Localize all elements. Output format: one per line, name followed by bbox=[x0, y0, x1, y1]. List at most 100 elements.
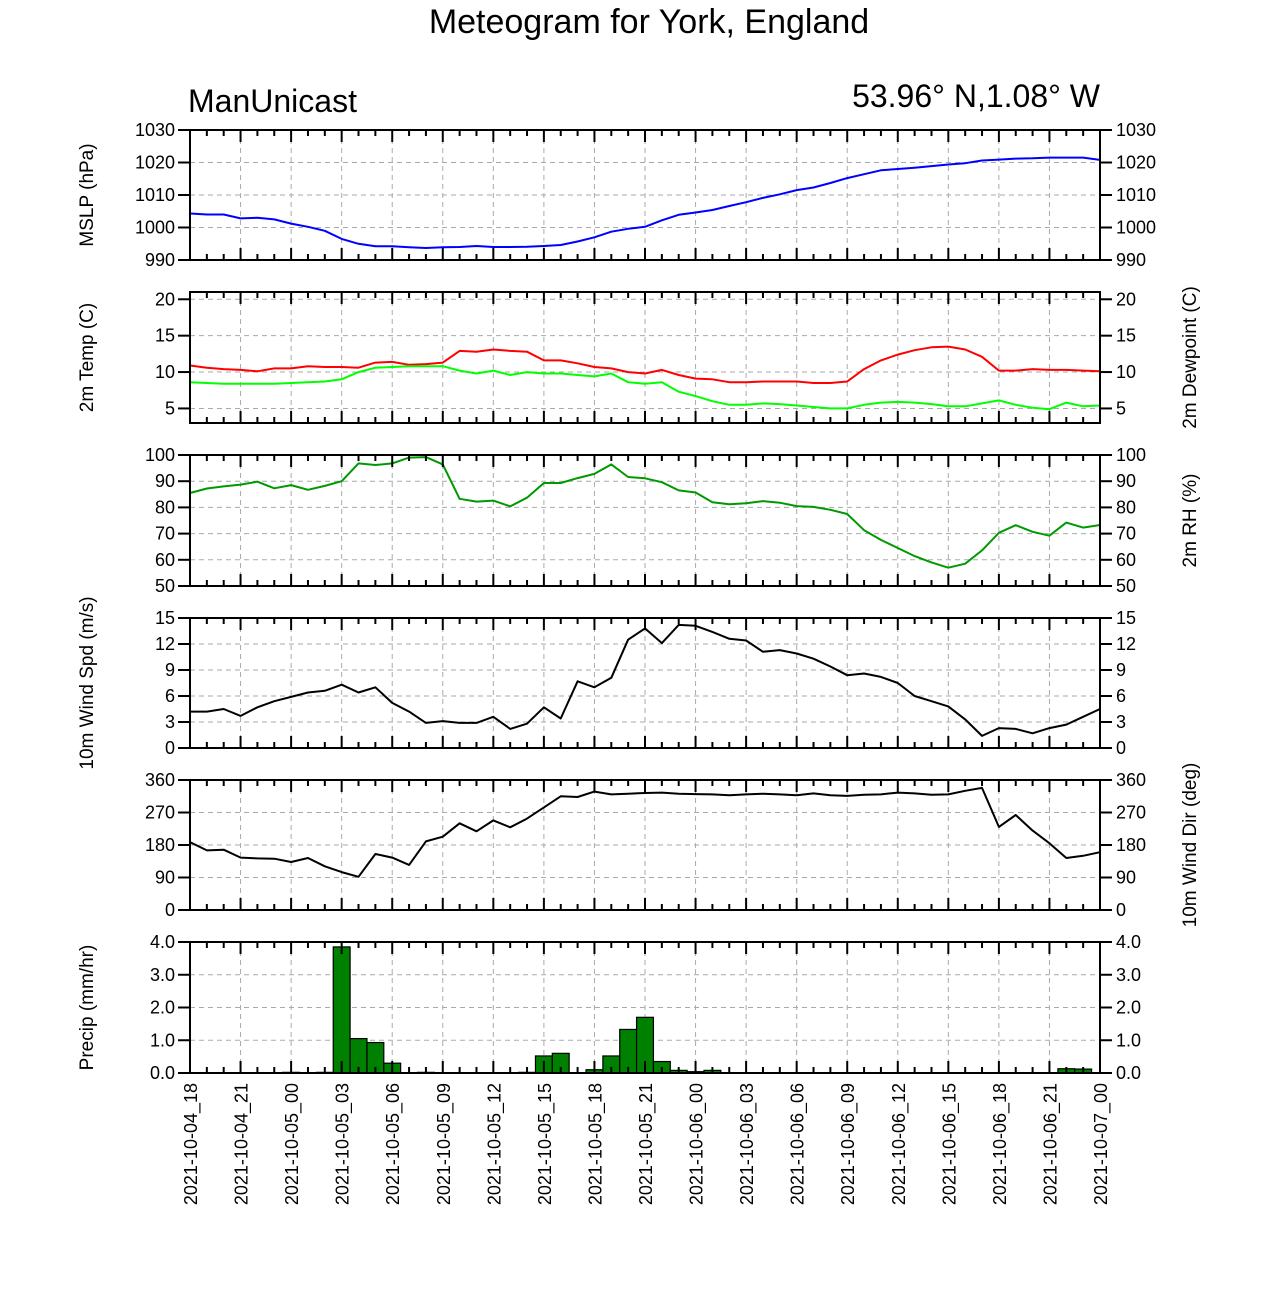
x-tick-label: 2021-10-06_12 bbox=[889, 1083, 910, 1205]
y-tick-label: 10 bbox=[155, 362, 175, 382]
y-axis-label-left: Precip (mm/hr) bbox=[77, 945, 98, 1071]
wdir-series-line-0 bbox=[189, 786, 1101, 878]
y-tick-label: 1010 bbox=[1116, 185, 1156, 205]
y-tick-label: 180 bbox=[145, 835, 175, 855]
y-tick-label: 15 bbox=[155, 326, 175, 346]
x-tick-label: 2021-10-06_00 bbox=[687, 1083, 708, 1205]
y-tick-label: 180 bbox=[1116, 835, 1146, 855]
y-tick-label: 4.0 bbox=[1116, 932, 1141, 952]
panel-mslp: 990 990 1000 1000 1010 1010 1020 1020 1030 1030 MS… bbox=[77, 120, 1156, 270]
rh-series-line-0 bbox=[189, 456, 1101, 569]
y-tick-label: 6 bbox=[1116, 686, 1126, 706]
y-tick-label: 0.0 bbox=[150, 1063, 175, 1083]
x-tick-label: 2021-10-05_03 bbox=[333, 1083, 354, 1205]
y-tick-label: 12 bbox=[155, 634, 175, 654]
x-tick-label: 2021-10-06_21 bbox=[1040, 1083, 1061, 1205]
y-tick-label: 360 bbox=[145, 770, 175, 790]
y-tick-label: 70 bbox=[1116, 524, 1136, 544]
x-tick-label: 2021-10-05_06 bbox=[383, 1083, 404, 1205]
y-tick-label: 2.0 bbox=[1116, 998, 1141, 1018]
y-tick-label: 5 bbox=[1116, 398, 1126, 418]
y-tick-label: 1020 bbox=[135, 153, 175, 173]
y-tick-label: 3.0 bbox=[1116, 965, 1141, 985]
panel-wspd: 0 0 3 3 6 6 9 9 12 12 15 15 10m Wind Spd (m/s) bbox=[77, 596, 1136, 769]
y-tick-label: 1030 bbox=[1116, 120, 1156, 140]
y-tick-label: 50 bbox=[1116, 576, 1136, 596]
y-tick-label: 1000 bbox=[1116, 218, 1156, 238]
y-axis-label-right: 2m Dewpoint (C) bbox=[1180, 286, 1201, 429]
y-tick-label: 20 bbox=[1116, 289, 1136, 309]
y-tick-label: 0 bbox=[165, 738, 175, 758]
y-tick-label: 15 bbox=[155, 608, 175, 628]
temp-series-line-1 bbox=[189, 365, 1101, 411]
y-tick-label: 3 bbox=[165, 712, 175, 732]
x-tick-label: 2021-10-04_18 bbox=[181, 1083, 202, 1205]
y-tick-label: 990 bbox=[145, 250, 175, 270]
y-tick-label: 70 bbox=[155, 524, 175, 544]
panel-wdir: 0 0 90 90 180 180 270 270 360 360 10m Wind Dir (de… bbox=[145, 763, 1201, 928]
panel-rh: 50 50 60 60 70 70 80 80 90 90 100 100 2m RH (%) bbox=[145, 445, 1201, 596]
x-tick-label: 2021-10-07_00 bbox=[1091, 1083, 1112, 1205]
y-tick-label: 12 bbox=[1116, 634, 1136, 654]
y-tick-label: 0.0 bbox=[1116, 1063, 1141, 1083]
y-tick-label: 60 bbox=[155, 550, 175, 570]
y-axis-label-left: MSLP (hPa) bbox=[77, 143, 98, 246]
temp-series-line-0 bbox=[189, 345, 1101, 384]
y-tick-label: 100 bbox=[145, 445, 175, 465]
x-tick-label: 2021-10-04_21 bbox=[232, 1083, 253, 1205]
y-tick-label: 0 bbox=[1116, 900, 1126, 920]
y-tick-label: 1030 bbox=[135, 120, 175, 140]
precip-bar bbox=[619, 1028, 638, 1074]
y-tick-label: 270 bbox=[145, 803, 175, 823]
y-tick-label: 1.0 bbox=[150, 1030, 175, 1050]
x-tick-label: 2021-10-06_03 bbox=[737, 1083, 758, 1205]
y-tick-label: 4.0 bbox=[150, 932, 175, 952]
precip-bar bbox=[332, 946, 351, 1074]
y-tick-label: 1.0 bbox=[1116, 1030, 1141, 1050]
y-tick-label: 90 bbox=[155, 868, 175, 888]
y-tick-label: 1020 bbox=[1116, 153, 1156, 173]
y-tick-label: 20 bbox=[155, 289, 175, 309]
y-tick-label: 60 bbox=[1116, 550, 1136, 570]
x-tick-label: 2021-10-05_12 bbox=[484, 1083, 505, 1205]
y-axis-label-left: 10m Wind Spd (m/s) bbox=[77, 596, 98, 769]
y-tick-label: 1010 bbox=[135, 185, 175, 205]
x-tick-label: 2021-10-06_18 bbox=[990, 1083, 1011, 1205]
panel-temp: 5 5 10 10 15 15 20 20 2m Temp (C) 2m Dewpoint (C) bbox=[77, 286, 1201, 429]
chart-title: Meteogram for York, England bbox=[429, 3, 869, 41]
y-axis-label-right: 2m RH (%) bbox=[1180, 474, 1201, 568]
y-tick-label: 360 bbox=[1116, 770, 1146, 790]
y-tick-label: 90 bbox=[1116, 868, 1136, 888]
location-coordinates: 53.96° N,1.08° W bbox=[852, 78, 1101, 114]
x-tick-label: 2021-10-06_15 bbox=[939, 1083, 960, 1205]
y-tick-label: 90 bbox=[1116, 471, 1136, 491]
y-tick-label: 15 bbox=[1116, 326, 1136, 346]
y-tick-label: 3.0 bbox=[150, 965, 175, 985]
x-tick-label: 2021-10-05_18 bbox=[585, 1083, 606, 1205]
y-tick-label: 0 bbox=[165, 900, 175, 920]
y-tick-label: 6 bbox=[165, 686, 175, 706]
y-tick-label: 100 bbox=[1116, 445, 1146, 465]
y-tick-label: 5 bbox=[165, 398, 175, 418]
y-tick-label: 80 bbox=[1116, 497, 1136, 517]
y-tick-label: 1000 bbox=[135, 218, 175, 238]
y-tick-label: 990 bbox=[1116, 250, 1146, 270]
y-tick-label: 50 bbox=[155, 576, 175, 596]
y-tick-label: 2.0 bbox=[150, 998, 175, 1018]
y-tick-label: 9 bbox=[1116, 660, 1126, 680]
x-tick-label: 2021-10-05_15 bbox=[535, 1083, 556, 1205]
x-axis-labels: 2021-10-04_18 2021-10-04_21 2021-10-05_00 2… bbox=[181, 1083, 1112, 1205]
y-tick-label: 270 bbox=[1116, 803, 1146, 823]
y-tick-label: 0 bbox=[1116, 738, 1126, 758]
x-tick-label: 2021-10-05_00 bbox=[282, 1083, 303, 1205]
y-axis-label-left: 2m Temp (C) bbox=[77, 303, 98, 412]
panel-precip: 0.0 0.0 1.0 1.0 2.0 2.0 3.0 3.0 4.0 4.0 Precip (mm… bbox=[77, 932, 1141, 1083]
y-tick-label: 9 bbox=[165, 660, 175, 680]
model-label: ManUnicast bbox=[188, 83, 357, 119]
x-tick-label: 2021-10-06_09 bbox=[838, 1083, 859, 1205]
y-tick-label: 10 bbox=[1116, 362, 1136, 382]
y-axis-label-right: 10m Wind Dir (deg) bbox=[1180, 763, 1201, 928]
y-tick-label: 80 bbox=[155, 497, 175, 517]
